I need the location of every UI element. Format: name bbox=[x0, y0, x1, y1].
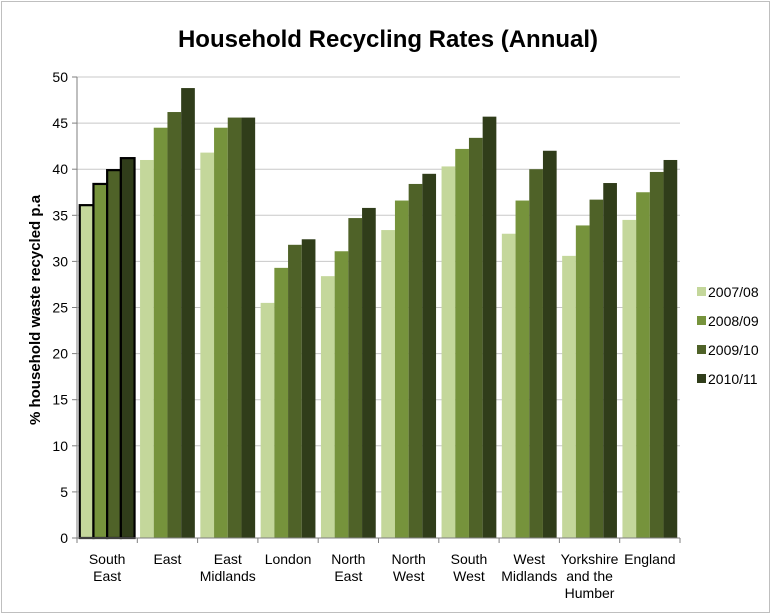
y-tick-label: 40 bbox=[52, 161, 68, 177]
y-tick-label: 10 bbox=[52, 438, 68, 454]
bar bbox=[515, 200, 530, 538]
legend-swatch bbox=[697, 316, 706, 325]
bar bbox=[334, 251, 349, 538]
legend-label: 2010/11 bbox=[708, 371, 758, 387]
category-label: East bbox=[153, 551, 181, 567]
bar bbox=[636, 192, 650, 538]
y-tick-label: 5 bbox=[60, 484, 68, 500]
bar bbox=[241, 117, 256, 539]
category-label: South East bbox=[89, 551, 126, 584]
bar bbox=[529, 169, 543, 538]
category-label: England bbox=[624, 551, 675, 567]
category-label: South West bbox=[451, 551, 488, 584]
bar bbox=[422, 173, 437, 538]
legend-swatch bbox=[697, 374, 706, 383]
category-label: North East bbox=[331, 551, 365, 584]
legend-swatch bbox=[697, 287, 706, 296]
category-label: East Midlands bbox=[200, 551, 256, 584]
legend-label: 2008/09 bbox=[708, 313, 759, 329]
y-tick-label: 20 bbox=[52, 346, 68, 362]
y-tick-label: 0 bbox=[60, 530, 68, 546]
y-tick-label: 25 bbox=[52, 300, 68, 316]
legend: 2007/08 2008/09 2009/10 2010/11 bbox=[697, 284, 759, 387]
bar bbox=[227, 117, 242, 539]
bar bbox=[381, 230, 395, 538]
bar bbox=[575, 225, 590, 538]
bar bbox=[301, 239, 316, 538]
bar bbox=[119, 157, 136, 540]
chart-title: Household Recycling Rates (Annual) bbox=[178, 26, 598, 53]
bar bbox=[200, 152, 215, 538]
bar bbox=[362, 207, 376, 538]
bar bbox=[501, 233, 516, 539]
category-label: Yorkshire and the Humber bbox=[561, 551, 619, 601]
bar bbox=[348, 218, 363, 539]
legend-swatch bbox=[697, 345, 706, 354]
y-axis-ticks: 0 5 10 15 20 25 30 35 40 45 50 bbox=[52, 69, 77, 546]
bar bbox=[92, 182, 109, 540]
y-tick-label: 50 bbox=[52, 69, 68, 85]
bar bbox=[106, 169, 122, 540]
y-tick-label: 35 bbox=[52, 207, 68, 223]
category-labels: South East East East Midlands London North East… bbox=[76, 538, 681, 601]
category-label: London bbox=[265, 551, 312, 567]
bar bbox=[562, 255, 576, 539]
category-label: North West bbox=[392, 551, 426, 584]
bar bbox=[320, 276, 335, 538]
bar bbox=[274, 267, 289, 538]
bar bbox=[260, 302, 275, 538]
bar bbox=[153, 127, 168, 539]
y-axis-label: % household waste recycled p.a bbox=[27, 194, 44, 425]
bar bbox=[288, 244, 302, 538]
bar bbox=[78, 204, 95, 540]
bar bbox=[589, 199, 604, 538]
y-tick-label: 30 bbox=[52, 253, 68, 269]
bar bbox=[140, 159, 154, 539]
bar bbox=[603, 183, 617, 538]
y-tick-label: 45 bbox=[52, 115, 68, 131]
bar bbox=[441, 166, 456, 538]
bar bbox=[622, 219, 637, 538]
bar bbox=[394, 200, 409, 538]
y-tick-label: 15 bbox=[52, 392, 68, 408]
bar bbox=[214, 127, 228, 539]
bar bbox=[482, 116, 497, 538]
bar bbox=[408, 183, 423, 538]
legend-label: 2009/10 bbox=[708, 342, 759, 358]
bar bbox=[455, 148, 469, 538]
bar bbox=[468, 137, 483, 539]
bar bbox=[663, 159, 678, 539]
category-label: West Midlands bbox=[501, 551, 557, 584]
bar bbox=[167, 112, 182, 538]
bar bbox=[649, 171, 664, 538]
bars bbox=[78, 88, 678, 540]
bar bbox=[542, 150, 557, 538]
legend-label: 2007/08 bbox=[708, 284, 759, 300]
bar bbox=[181, 88, 195, 539]
